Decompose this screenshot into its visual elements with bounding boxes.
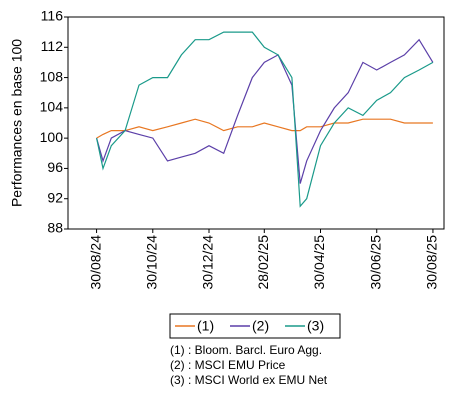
legend-label: (2) xyxy=(252,318,269,334)
y-tick-label: 116 xyxy=(41,8,64,24)
x-tick-label: 30/10/24 xyxy=(143,235,159,290)
y-tick-label: 104 xyxy=(40,99,64,115)
y-tick-label: 100 xyxy=(40,129,64,145)
y-tick-label: 112 xyxy=(41,38,64,54)
x-tick-label: 30/06/25 xyxy=(367,235,383,290)
x-tick-label: 30/08/24 xyxy=(87,235,103,290)
footnote: (3) : MSCI World ex EMU Net xyxy=(170,373,328,387)
line-series xyxy=(96,38,434,184)
x-tick-label: 30/08/25 xyxy=(424,235,440,290)
line-series xyxy=(96,118,433,139)
x-tick-label: 30/04/25 xyxy=(311,235,327,290)
footnote: (2) : MSCI EMU Price xyxy=(170,358,286,372)
x-tick-label: 30/12/24 xyxy=(200,235,216,290)
legend-label: (3) xyxy=(307,318,324,334)
y-tick-label: 92 xyxy=(47,189,63,205)
line-series xyxy=(96,31,434,208)
legend-label: (1) xyxy=(197,318,214,334)
y-tick-label: 88 xyxy=(47,220,63,236)
y-axis-label: Performances en base 100 xyxy=(9,39,25,207)
footnote: (1) : Bloom. Barcl. Euro Agg. xyxy=(170,343,322,357)
plot-frame xyxy=(67,16,445,230)
y-tick-label: 96 xyxy=(47,159,63,175)
x-tick-label: 28/02/25 xyxy=(255,235,271,290)
legend-box xyxy=(169,313,341,339)
y-tick-label: 108 xyxy=(40,68,64,84)
